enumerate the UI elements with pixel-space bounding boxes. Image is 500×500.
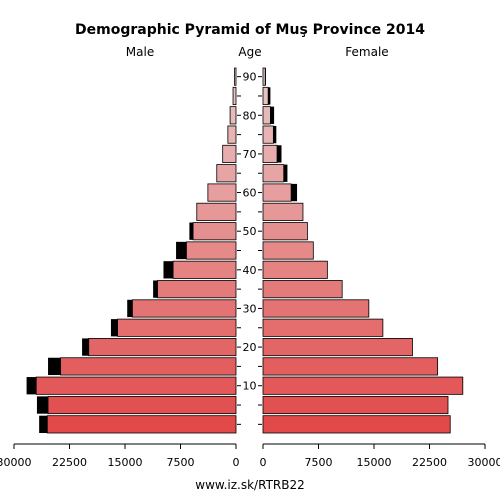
female-excess-65-69	[283, 164, 288, 182]
male-bar-55-59	[196, 202, 237, 221]
male-bar-80-84	[229, 106, 237, 125]
female-excess-90+	[265, 68, 266, 86]
female-bar-55-59	[262, 202, 304, 221]
male-excess-20-24	[82, 338, 89, 356]
male-excess-45-49	[176, 241, 187, 260]
female-bar-70-74	[262, 144, 278, 163]
male-bar-20-24	[88, 338, 237, 357]
female-bar-40-44	[262, 260, 328, 279]
male-bar-90+	[234, 67, 237, 86]
female-x-tick-label: 22500	[412, 456, 447, 469]
age-label: Age	[238, 45, 261, 59]
female-bar-10-14	[262, 376, 464, 395]
female-bar-15-19	[262, 357, 439, 376]
female-x-tick-label: 15000	[357, 456, 392, 469]
source-footer: www.iz.sk/RTRB22	[195, 478, 304, 492]
axes: 30000 22500 15000 7500 0 0 7500 15000 22500 30000…	[0, 71, 500, 469]
male-excess-15-19	[48, 357, 61, 376]
female-x-tick-label: 7500	[305, 456, 333, 469]
female-x-tick-label: 0	[260, 456, 267, 469]
male-x-tick-label: 22500	[52, 456, 87, 469]
male-x-tick-label: 15000	[108, 456, 143, 469]
male-bar-30-34	[131, 299, 237, 318]
age-tick-label: 10	[243, 380, 257, 393]
female-bar-85-89	[262, 86, 269, 106]
female-bar-75-79	[262, 125, 274, 144]
female-bar-0-4	[262, 415, 451, 434]
male-bar-35-39	[157, 280, 237, 299]
female-bar-60-64	[262, 183, 292, 202]
male-bar-75-79	[227, 125, 237, 144]
female-excess-85-89	[268, 87, 271, 105]
age-tick-label: 70	[243, 148, 257, 161]
male-x-tick-label: 7500	[167, 456, 195, 469]
female-bar-25-29	[262, 318, 384, 337]
male-bar-70-74	[222, 144, 237, 163]
female-bar-30-34	[262, 299, 370, 318]
male-excess-40-44	[163, 261, 174, 279]
female-bar-20-24	[262, 338, 413, 357]
male-bar-5-9	[47, 395, 237, 415]
chart-title: Demographic Pyramid of Muş Province 2014	[75, 22, 425, 38]
male-bar-85-89	[232, 86, 237, 106]
male-bar-0-4	[46, 415, 237, 434]
male-excess-35-39	[153, 280, 158, 298]
male-bar-10-14	[35, 376, 237, 395]
age-tick-label: 50	[243, 225, 257, 238]
female-bars	[262, 67, 464, 434]
male-excess-30-34	[127, 299, 133, 318]
female-excess-70-74	[277, 145, 282, 163]
female-bar-50-54	[262, 222, 308, 241]
male-bar-65-69	[216, 164, 237, 183]
age-tick-label: 30	[243, 302, 257, 315]
age-tick-label: 60	[243, 187, 257, 200]
male-bar-15-19	[60, 357, 237, 376]
male-excess-10-14	[26, 377, 37, 395]
male-bar-40-44	[172, 260, 237, 279]
male-bar-45-49	[186, 241, 237, 260]
female-bar-45-49	[262, 241, 314, 260]
male-bar-25-29	[117, 318, 237, 337]
female-bar-5-9	[262, 395, 449, 415]
female-excess-75-79	[273, 125, 277, 144]
female-x-tick-label: 30000	[468, 456, 500, 469]
male-bar-60-64	[207, 183, 237, 202]
age-tick-label: 80	[243, 109, 257, 122]
male-excess-50-54	[189, 222, 194, 240]
male-x-tick-label: 0	[233, 456, 240, 469]
male-x-tick-label: 30000	[0, 456, 32, 469]
age-tick-label: 90	[243, 71, 257, 84]
female-excess-80-84	[270, 106, 275, 124]
female-excess-60-64	[291, 183, 298, 202]
male-excess-25-29	[110, 319, 118, 337]
male-excess-5-9	[36, 396, 49, 414]
male-label: Male	[126, 45, 154, 59]
male-excess-0-4	[39, 415, 48, 433]
female-bar-80-84	[262, 106, 271, 125]
male-bar-50-54	[192, 222, 237, 241]
female-bar-90+	[262, 67, 266, 86]
female-bar-65-69	[262, 164, 285, 183]
age-tick-label: 20	[243, 341, 257, 354]
female-label: Female	[345, 45, 388, 59]
age-tick-label: 40	[243, 264, 257, 277]
male-bars	[26, 67, 237, 434]
female-bar-35-39	[262, 280, 343, 299]
